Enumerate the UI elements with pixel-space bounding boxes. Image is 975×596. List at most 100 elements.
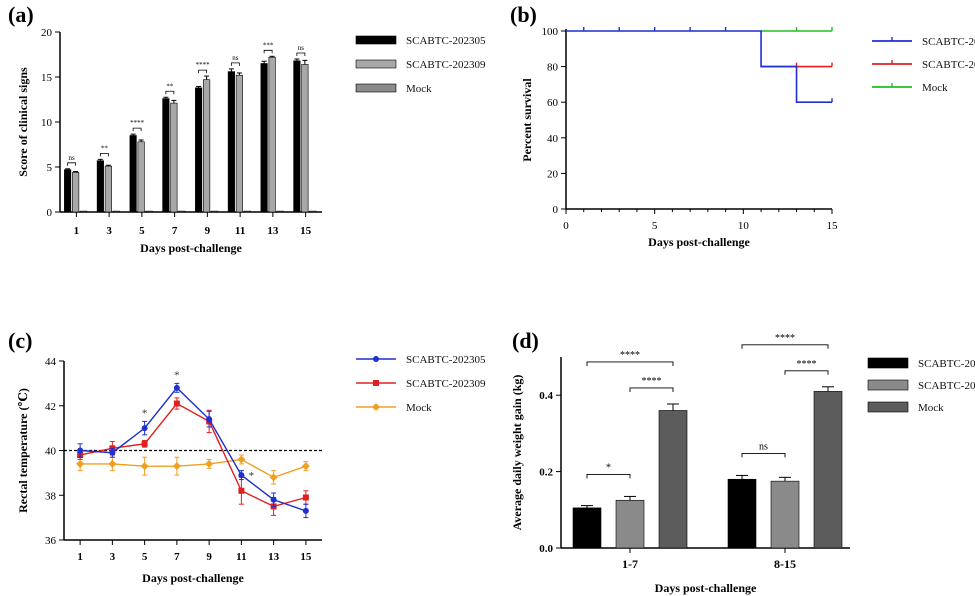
c-data-point [140, 462, 149, 471]
a-significance-label: **** [130, 119, 145, 127]
c-series-line-1 [79, 402, 307, 508]
c-legend-label-1: SCABTC-202309 [406, 378, 486, 390]
c-x-tick-label: 15 [300, 551, 312, 563]
a-x-tick-label: 13 [267, 225, 279, 237]
a-bar [178, 210, 186, 213]
b-legend-label-1: SCABTC-202309 [922, 59, 975, 71]
b-y-tick-label: 60 [547, 97, 559, 109]
a-y-tick-label: 0 [47, 207, 53, 219]
c-series-line-0 [80, 386, 307, 512]
panel-a-label: (a) [8, 2, 34, 27]
a-bar [268, 56, 276, 213]
a-significance-bracket [165, 90, 175, 95]
c-y-tick-label: 38 [45, 490, 57, 502]
d-significance-label: ns [759, 441, 768, 452]
c-x-tick-label: 11 [236, 551, 246, 563]
d-legend-swatch [867, 379, 909, 391]
c-x-tick-label: 5 [142, 551, 148, 563]
c-significance-label: * [142, 407, 148, 419]
d-significance-bracket [784, 370, 829, 375]
a-significance-label: ns [232, 54, 239, 62]
c-data-point [205, 459, 214, 468]
a-legend-swatch [355, 83, 397, 93]
b-y-tick-label: 80 [547, 62, 559, 74]
panel-b-label: (b) [510, 2, 537, 27]
b-y-axis-title: Percent survival [520, 78, 534, 162]
a-y-tick-label: 5 [47, 162, 53, 174]
a-legend-swatch [355, 59, 397, 69]
d-y-axis-title: Average daily weight gain (kg) [510, 375, 524, 531]
d-x-axis-title: Days post-challenge [655, 581, 757, 595]
b-x-axis-title: Days post-challenge [648, 235, 750, 249]
d-bar [770, 480, 800, 549]
a-bar [293, 60, 301, 213]
c-data-point [173, 384, 180, 391]
a-bar [145, 210, 153, 213]
c-y-tick-label: 36 [45, 535, 57, 547]
a-y-axis-title: Score of clinical signs [16, 67, 30, 177]
a-significance-label: ** [166, 82, 174, 90]
c-data-point [173, 400, 180, 407]
a-bar [170, 102, 178, 213]
a-bar [80, 210, 88, 213]
a-x-tick-label: 15 [300, 225, 312, 237]
c-y-tick-label: 40 [45, 446, 57, 458]
b-x-tick-label: 15 [827, 220, 839, 232]
c-y-tick-label: 44 [45, 356, 57, 368]
a-significance-bracket [230, 62, 240, 66]
c-data-point [109, 449, 116, 456]
d-bar [727, 478, 757, 549]
c-data-point [141, 440, 148, 447]
c-data-point [76, 459, 85, 468]
c-significance-label: * [174, 369, 180, 381]
a-x-tick-label: 5 [139, 225, 145, 237]
a-bar [64, 169, 72, 213]
a-x-axis-title: Days post-challenge [140, 241, 242, 255]
d-significance-label: **** [775, 333, 795, 344]
c-data-point [141, 425, 148, 432]
b-x-tick-label: 10 [738, 220, 750, 232]
a-x-tick-label: 11 [235, 225, 245, 237]
c-x-tick-label: 9 [206, 551, 212, 563]
c-data-point [238, 487, 245, 494]
d-legend-swatch [867, 401, 909, 413]
d-legend-swatch [867, 357, 909, 369]
b-x-tick-label: 0 [563, 220, 569, 232]
a-bar [129, 135, 137, 213]
c-x-tick-label: 13 [268, 551, 280, 563]
d-y-tick-label: 0.0 [539, 543, 553, 555]
a-legend-swatch [355, 35, 397, 45]
c-x-axis-title: Days post-challenge [142, 571, 244, 585]
panel-c-label: (c) [8, 328, 32, 353]
c-data-point [269, 473, 278, 482]
b-legend-label-0: SCABTC-202305 [922, 36, 975, 48]
a-bar [260, 63, 268, 213]
d-significance-bracket [629, 387, 674, 392]
a-y-tick-label: 15 [41, 72, 53, 84]
a-bar [203, 79, 211, 213]
c-legend-marker [373, 380, 379, 386]
c-legend-marker [373, 356, 379, 362]
a-significance-label: *** [263, 41, 274, 49]
d-bar [658, 410, 688, 549]
a-bar [309, 210, 317, 213]
a-bar [137, 141, 145, 213]
a-bar [276, 210, 284, 213]
d-x-tick-label: 8-15 [774, 557, 796, 571]
a-significance-label: ** [101, 144, 109, 152]
a-legend-label-0: SCABTC-202305 [406, 35, 486, 47]
c-x-tick-label: 7 [174, 551, 180, 563]
b-y-tick-label: 20 [547, 168, 559, 180]
a-bar [211, 210, 219, 213]
b-x-tick-label: 5 [652, 220, 658, 232]
c-data-point [302, 494, 309, 501]
a-bar [112, 210, 120, 213]
d-legend-label-2: Mock [918, 402, 944, 414]
c-data-point [206, 416, 213, 423]
a-significance-bracket [263, 49, 273, 54]
a-significance-bracket [67, 162, 77, 166]
a-x-tick-label: 3 [106, 225, 112, 237]
d-legend-label-1: SCABTC-20230 [918, 380, 975, 392]
